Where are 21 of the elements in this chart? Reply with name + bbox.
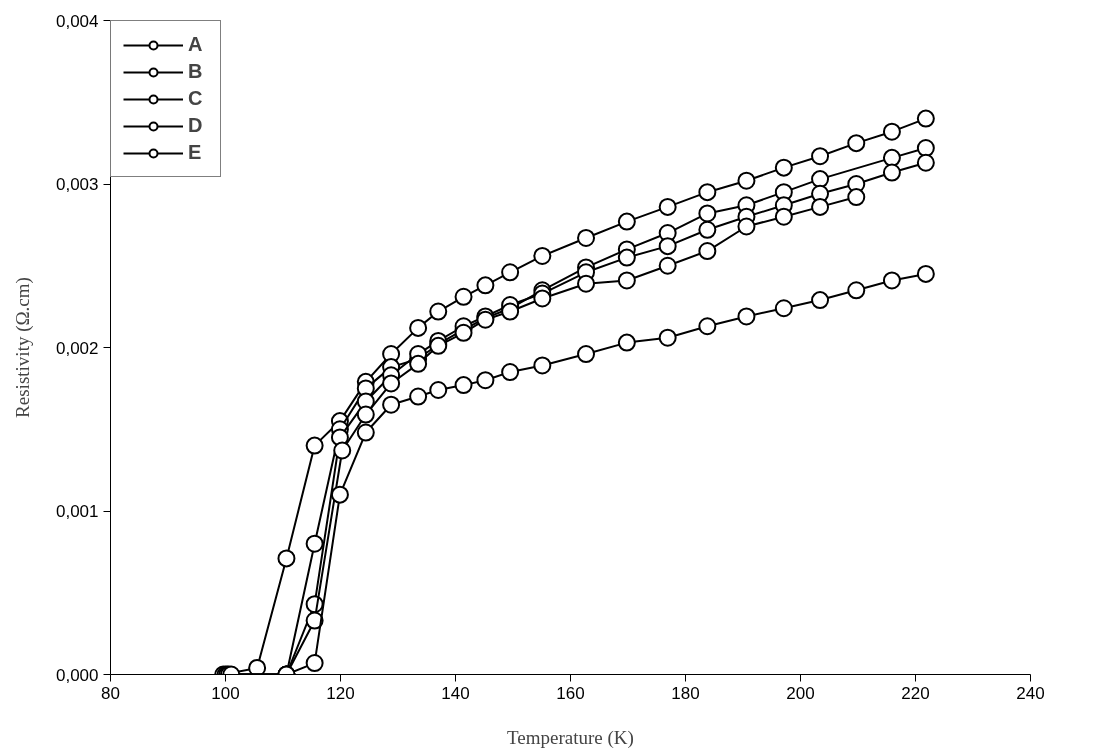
x-tick-label: 240	[1016, 683, 1045, 703]
x-tick-label: 220	[901, 683, 930, 703]
x-tick-label: 160	[556, 683, 585, 703]
y-axis-title: Resistivity (Ω.cm)	[11, 277, 34, 418]
x-tick-label: 120	[326, 683, 355, 703]
x-tick-label: 180	[671, 683, 700, 703]
x-tick-label: 80	[101, 683, 120, 703]
x-axis-title: Temperature (K)	[507, 726, 634, 749]
y-tick-label: 0,001	[55, 502, 99, 521]
legend-label: A	[188, 33, 204, 56]
y-tick-label: 0,000	[55, 665, 99, 685]
legend-label: D	[188, 114, 204, 137]
x-tick-label: 140	[441, 683, 470, 703]
legend-label: B	[188, 60, 204, 83]
legend-label: C	[188, 87, 204, 110]
y-tick-label: 0,004	[55, 11, 99, 31]
y-tick-label: 0,003	[55, 175, 99, 194]
x-tick-label: 100	[211, 683, 240, 703]
y-tick-label: 0,002	[55, 338, 99, 358]
legend-label: E	[188, 141, 203, 164]
x-tick-label: 200	[786, 683, 815, 703]
